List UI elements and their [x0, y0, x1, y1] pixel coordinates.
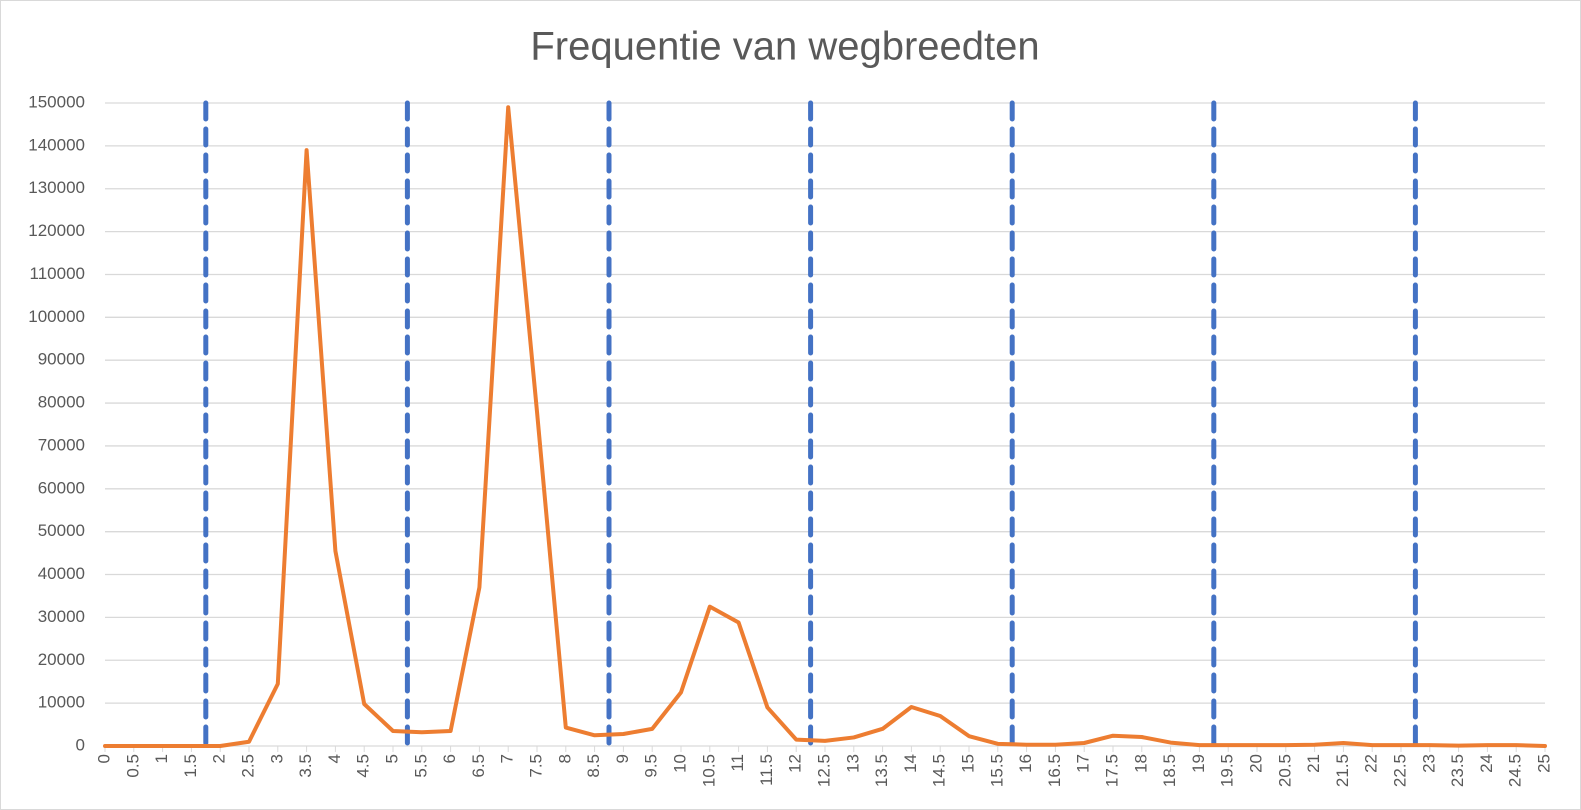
x-tick-label: 18.5 [1160, 754, 1179, 787]
x-tick-label: 1.5 [181, 754, 200, 778]
y-tick-label: 130000 [28, 178, 85, 197]
x-tick-label: 7 [498, 754, 517, 763]
x-tick-label: 4.5 [354, 754, 373, 778]
x-tick-label: 14 [901, 754, 920, 773]
x-tick-label: 4 [325, 754, 344, 763]
x-tick-label: 24.5 [1506, 754, 1525, 787]
x-tick-label: 8.5 [584, 754, 603, 778]
x-tick-label: 23 [1419, 754, 1438, 773]
x-tick-label: 21.5 [1333, 754, 1352, 787]
y-tick-label: 80000 [38, 393, 85, 412]
y-tick-label: 100000 [28, 307, 85, 326]
x-tick-label: 11 [728, 754, 747, 772]
x-tick-label: 18 [1131, 754, 1150, 773]
y-tick-label: 20000 [38, 650, 85, 669]
x-tick-label: 0 [94, 754, 113, 763]
x-tick-label: 17 [1074, 754, 1093, 773]
y-tick-label: 110000 [30, 264, 85, 283]
x-tick-label: 22 [1362, 754, 1381, 773]
x-tick-label: 16 [1016, 754, 1035, 773]
x-tick-label: 14.5 [930, 754, 949, 787]
y-tick-label: 40000 [38, 564, 85, 583]
y-tick-label: 30000 [38, 607, 85, 626]
x-tick-label: 5.5 [411, 754, 430, 778]
x-tick-label: 21 [1304, 754, 1323, 773]
x-tick-label: 17.5 [1102, 754, 1121, 787]
x-tick-label: 3.5 [296, 754, 315, 778]
x-tick-label: 20 [1246, 754, 1265, 773]
y-tick-label: 70000 [38, 435, 85, 454]
data-line [103, 105, 1547, 748]
y-tick-label: 120000 [28, 221, 85, 240]
x-tick-label: 12 [786, 754, 805, 773]
x-tick-label: 8 [555, 754, 574, 763]
x-tick-label: 5 [382, 754, 401, 763]
x-tick-label: 16.5 [1045, 754, 1064, 787]
x-tick-label: 9.5 [642, 754, 661, 778]
y-tick-label: 60000 [38, 478, 85, 497]
x-tick-label: 13 [843, 754, 862, 773]
x-tick-label: 6 [440, 754, 459, 763]
x-tick-label: 6.5 [469, 754, 488, 778]
y-tick-label: 140000 [28, 135, 85, 154]
x-tick-label: 9 [613, 754, 632, 763]
x-tick-label: 23.5 [1448, 754, 1467, 787]
chart-title: Frequentie van wegbreedten [530, 25, 1039, 69]
x-tick-label: 11.5 [757, 754, 776, 786]
x-tick-label: 15.5 [987, 754, 1006, 787]
x-tick-label: 19 [1189, 754, 1208, 773]
x-tick-label: 7.5 [526, 754, 545, 778]
y-tick-label: 0 [76, 735, 85, 754]
x-tick-label: 1 [152, 754, 171, 763]
x-tick-label: 12.5 [814, 754, 833, 787]
x-tick-label: 22.5 [1390, 754, 1409, 787]
y-tick-label: 150000 [28, 92, 85, 111]
y-tick-label: 10000 [38, 693, 85, 712]
x-tick-label: 19.5 [1218, 754, 1237, 787]
x-tick-label: 2 [210, 754, 229, 763]
y-tick-label: 50000 [38, 521, 85, 540]
x-tick-label: 25 [1534, 754, 1553, 773]
x-tick-label: 20.5 [1275, 754, 1294, 787]
x-tick-label: 2.5 [238, 754, 257, 778]
x-tick-label: 24 [1477, 754, 1496, 773]
x-tick-label: 10 [670, 754, 689, 773]
x-tick-label: 10.5 [699, 754, 718, 787]
x-tick-label: 3 [267, 754, 286, 763]
x-tick-label: 0.5 [123, 754, 142, 778]
x-tick-label: 15 [958, 754, 977, 773]
x-tick-label: 13.5 [872, 754, 891, 787]
y-tick-label: 90000 [38, 350, 85, 369]
